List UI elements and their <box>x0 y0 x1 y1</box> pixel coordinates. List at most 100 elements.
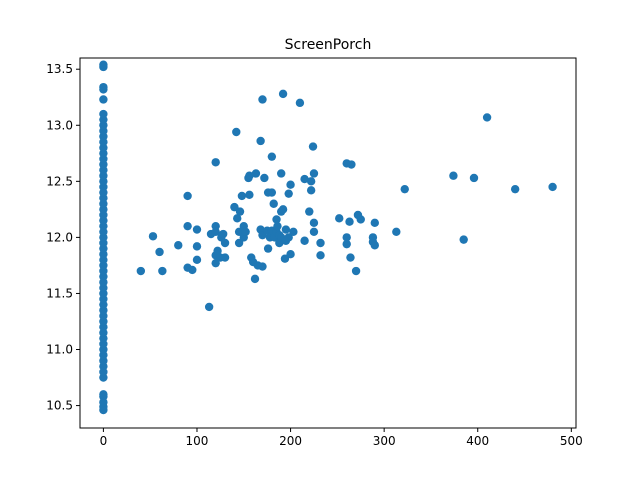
data-point <box>99 95 108 104</box>
data-point <box>346 253 355 262</box>
data-point <box>295 98 305 108</box>
data-point <box>188 265 197 275</box>
data-point <box>263 244 273 253</box>
data-point <box>245 190 254 199</box>
data-point <box>211 258 220 268</box>
chart-title: ScreenPorch <box>285 37 372 53</box>
data-point <box>482 113 492 122</box>
data-point <box>183 221 192 231</box>
data-point <box>213 246 222 256</box>
data-point <box>218 229 228 239</box>
points-layer <box>99 60 557 415</box>
plot-area-frame <box>79 57 577 429</box>
data-point <box>211 227 220 236</box>
x-tick-label: 200 <box>279 434 302 448</box>
data-point <box>469 173 479 183</box>
x-tick-label: 400 <box>466 434 489 448</box>
data-point <box>459 235 468 244</box>
data-point <box>309 218 319 228</box>
data-point <box>277 169 286 178</box>
data-point <box>269 199 278 208</box>
data-point <box>267 152 277 161</box>
data-point <box>306 177 316 186</box>
y-tick-label: 13.0 <box>46 118 73 132</box>
y-tick-label: 11.0 <box>46 343 73 357</box>
x-tick-label: 500 <box>560 434 583 448</box>
data-point <box>235 207 245 216</box>
x-tick-label: 0 <box>100 434 108 448</box>
data-point <box>250 274 260 284</box>
data-point <box>342 239 351 249</box>
data-point <box>548 182 557 192</box>
data-point <box>158 266 167 276</box>
data-point <box>356 215 365 224</box>
data-point <box>183 191 192 201</box>
data-point <box>392 227 401 236</box>
data-point <box>284 233 293 242</box>
data-point <box>258 262 267 271</box>
data-point <box>286 250 295 259</box>
data-point <box>233 214 242 223</box>
data-point <box>370 218 379 228</box>
data-point <box>192 242 202 251</box>
y-tick-label: 12.0 <box>46 230 73 244</box>
data-point <box>99 60 108 69</box>
data-point <box>234 238 244 248</box>
data-point <box>300 236 309 245</box>
data-point <box>99 390 108 399</box>
data-point <box>305 207 314 216</box>
data-point <box>220 238 230 248</box>
data-point <box>309 227 319 236</box>
data-point <box>99 82 108 92</box>
data-point <box>289 227 298 236</box>
data-point <box>211 158 220 167</box>
data-point <box>335 214 344 223</box>
data-point <box>272 215 281 224</box>
y-tick-label: 10.5 <box>46 399 73 413</box>
data-point <box>232 127 241 137</box>
data-point <box>347 160 356 169</box>
data-point <box>345 217 354 226</box>
data-point <box>309 169 319 178</box>
data-point <box>308 142 318 151</box>
data-point <box>245 171 254 180</box>
data-point <box>155 247 164 257</box>
data-point <box>136 266 146 276</box>
data-point <box>510 184 520 194</box>
x-axis-ticks: 0 100 200 300 400 500 <box>100 428 583 448</box>
data-point <box>316 238 325 248</box>
data-point <box>342 233 351 242</box>
data-point <box>351 266 361 276</box>
data-point <box>316 251 325 260</box>
data-point <box>400 184 409 194</box>
data-point <box>281 225 291 234</box>
data-point <box>251 169 261 178</box>
data-point <box>370 241 379 250</box>
data-point <box>241 227 250 236</box>
data-point <box>237 191 247 201</box>
data-point <box>192 225 202 234</box>
y-tick-label: 13.5 <box>46 62 73 76</box>
data-point <box>284 189 293 198</box>
data-point <box>286 180 295 189</box>
data-point <box>280 254 290 263</box>
data-point <box>204 302 214 312</box>
data-point <box>174 241 183 250</box>
data-point <box>260 173 269 183</box>
data-point <box>258 95 267 104</box>
data-point <box>306 186 316 195</box>
y-tick-label: 11.5 <box>46 286 73 300</box>
data-point <box>278 89 288 99</box>
data-point <box>220 253 230 262</box>
data-point <box>300 174 309 184</box>
data-point <box>148 232 158 241</box>
x-tick-label: 300 <box>373 434 396 448</box>
data-point <box>192 255 202 265</box>
data-point <box>230 202 239 212</box>
data-point <box>234 227 244 236</box>
data-point <box>278 205 288 214</box>
data-point <box>256 136 265 146</box>
data-point <box>267 188 277 197</box>
data-point <box>99 109 108 119</box>
